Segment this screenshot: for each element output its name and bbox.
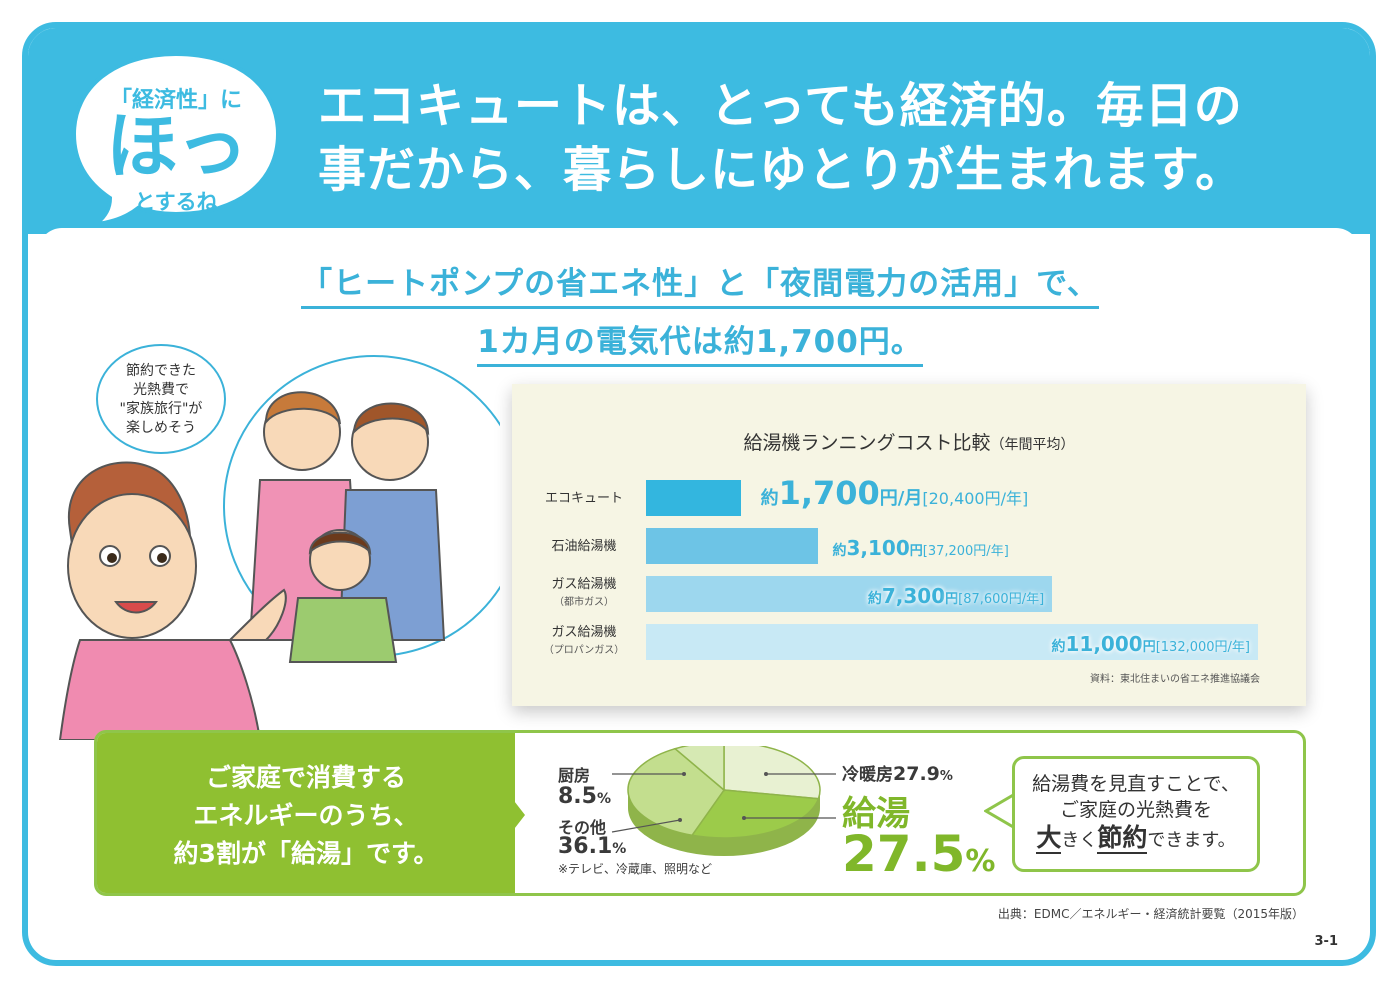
pie-slice xyxy=(673,746,725,792)
bar-value-part: 7,300 xyxy=(881,584,946,608)
pie-label-heating: 冷暖房27.9% xyxy=(842,760,953,785)
bar-label-main: ガス給湯機 xyxy=(551,577,617,592)
pie-label-cooking: 厨房 xyxy=(558,766,591,785)
bar xyxy=(646,528,819,564)
energy-share-text: ご家庭で消費する エネルギーのうち、 約3割が「給湯」です。 xyxy=(97,759,515,873)
pie-value-hotwater-num: 27.5 xyxy=(842,825,966,883)
bar-label-sub: （プロパンガス） xyxy=(543,645,625,656)
pie-value-other-num: 36.1 xyxy=(558,834,613,859)
pie-value-hotwater-pct: % xyxy=(965,844,996,879)
pie-value-hotwater: 27.5% xyxy=(842,826,995,890)
badge-top-text: 「経済性」に xyxy=(109,88,242,113)
pie-value-other: 36.1% xyxy=(558,834,626,859)
bar-label: ガス給湯機 （都市ガス） xyxy=(524,576,644,611)
pie-label-hotwater: 給湯 xyxy=(842,794,910,834)
bar-value-part: 1,700 xyxy=(778,474,880,512)
bar-label: エコキュート xyxy=(524,490,644,507)
energy-line-2: エネルギーのうち、 xyxy=(193,801,419,830)
bar-value-label: 約3,100円[37,200円/年] xyxy=(832,536,1008,560)
energy-line-3: 約3割が「給湯」です。 xyxy=(173,839,439,868)
bar xyxy=(646,624,1258,660)
bar-value-part: 円 xyxy=(1142,640,1156,655)
bar xyxy=(646,576,1053,612)
pie-note-other: ※テレビ、冷蔵庫、照明など xyxy=(558,862,713,876)
bar-value-part: [132,000円/年] xyxy=(1155,640,1250,655)
speech-line-3: "家族旅行"が xyxy=(119,401,203,417)
bar-value-part: 3,100 xyxy=(846,536,910,560)
badge-big-text: ほっ xyxy=(105,104,248,188)
bar-label: 石油給湯機 xyxy=(524,538,644,555)
badge-bubble: 「経済性」に ほっ とするね xyxy=(70,48,282,224)
bar-label-main: 石油給湯機 xyxy=(551,539,617,554)
bar-value-part: [37,200円/年] xyxy=(922,544,1009,559)
page-number: 3-1 xyxy=(1314,934,1339,949)
bar-value-part: 約 xyxy=(867,591,882,607)
speech-line-2: 光熱費で xyxy=(133,382,189,398)
energy-pie-chart xyxy=(627,746,821,856)
chart-source: 資料：東北住まいの省エネ推進協議会 xyxy=(1090,674,1260,685)
energy-share-summary: ご家庭で消費する エネルギーのうち、 約3割が「給湯」です。 xyxy=(97,733,515,893)
speech-line-4: 楽しめそう xyxy=(126,420,196,436)
note-line-1: 給湯費を見直すことで、 xyxy=(1032,773,1240,795)
pie-slices xyxy=(627,746,821,839)
subhead-line-1: 「ヒートポンプの省エネ性」と「夜間電力の活用」で、 xyxy=(0,258,1400,309)
bar-label: ガス給湯機 （プロパンガス） xyxy=(524,624,644,659)
bar-value-label: 約11,000円[132,000円/年] xyxy=(1052,632,1251,656)
bar-value-part: 円 xyxy=(945,592,959,607)
bar-label-main: エコキュート xyxy=(544,491,623,506)
page-headline: エコキュートは、とっても経済的。毎日の 事だから、暮らしにゆとりが生まれます。 xyxy=(318,74,1358,202)
note-dekimasu: できます。 xyxy=(1147,830,1236,851)
bar-value-label: 約1,700円/月[20,400円/年] xyxy=(761,474,1029,512)
bar xyxy=(646,480,741,516)
footer-source: 出典：EDMC／エネルギー・経済統計要覧（2015年版） xyxy=(997,907,1304,921)
bar-value-part: [20,400円/年] xyxy=(922,489,1029,508)
summary-arrow xyxy=(511,797,525,833)
energy-line-1: ご家庭で消費する xyxy=(205,763,406,792)
bar-label-sub: （都市ガス） xyxy=(554,597,614,608)
family-illustration xyxy=(58,355,500,740)
note-line-3: 大きく節約できます。 xyxy=(1015,823,1257,854)
pie-value-heating-pct: % xyxy=(939,769,953,784)
savings-note: 給湯費を見直すことで、 ご家庭の光熱費を 大きく節約できます。 xyxy=(1012,756,1260,872)
bar-value-part: 円/月 xyxy=(879,488,923,509)
subhead-line-1-text: 「ヒートポンプの省エネ性」と「夜間電力の活用」で、 xyxy=(301,266,1099,309)
note-kiku: きく xyxy=(1061,830,1098,851)
note-big: 大 xyxy=(1036,823,1062,854)
pie-leader-lines xyxy=(611,772,836,833)
bar-value-label: 約7,300円[87,600円/年] xyxy=(868,584,1044,608)
chart-title: 給湯機ランニングコスト比較（年間平均） xyxy=(512,428,1306,455)
badge-bottom-text: とするね xyxy=(134,190,218,214)
bar-value-part: 円 xyxy=(909,544,923,559)
pie-label-other: その他 xyxy=(558,818,607,837)
pie-value-cooking: 8.5% xyxy=(558,784,611,809)
note-setsuyaku: 節約 xyxy=(1097,823,1148,854)
pie-label-heating-text: 冷暖房 xyxy=(842,765,893,785)
note-line-2: ご家庭の光熱費を xyxy=(1059,799,1212,821)
pie-value-heating-num: 27.9 xyxy=(893,763,940,785)
badge-bubble-shape xyxy=(71,51,281,224)
pie-value-cooking-pct: % xyxy=(596,791,612,807)
bar-value-part: 11,000 xyxy=(1065,632,1143,656)
bar-label-main: ガス給湯機 xyxy=(551,625,617,640)
pie-value-cooking-num: 8.5 xyxy=(558,784,597,809)
subhead-line-2-text: 1カ月の電気代は約1,700円。 xyxy=(477,324,923,367)
bar-value-part: [87,600円/年] xyxy=(958,592,1045,607)
bar-value-part: 約 xyxy=(760,488,779,509)
pie-slice xyxy=(690,789,820,839)
bar-value-part: 約 xyxy=(1051,639,1066,655)
chart-title-text: 給湯機ランニングコスト比較 xyxy=(743,432,991,454)
speech-line-1: 節約できた xyxy=(126,363,196,379)
pie-slice xyxy=(723,746,821,800)
bar-value-part: 約 xyxy=(832,543,847,559)
headline-line-2: 事だから、暮らしにゆとりが生まれます。 xyxy=(318,142,1245,198)
speech-bubble: 節約できた 光熱費で "家族旅行"が 楽しめそう xyxy=(96,344,226,454)
subhead-line-2: 1カ月の電気代は約1,700円。 xyxy=(0,316,1400,367)
running-cost-chart: 給湯機ランニングコスト比較（年間平均） エコキュート 約1,700円/月[20,4… xyxy=(512,384,1306,706)
chart-title-note: （年間平均） xyxy=(990,437,1075,453)
pie-value-other-pct: % xyxy=(612,841,627,857)
headline-line-1: エコキュートは、とっても経済的。毎日の xyxy=(318,78,1243,134)
